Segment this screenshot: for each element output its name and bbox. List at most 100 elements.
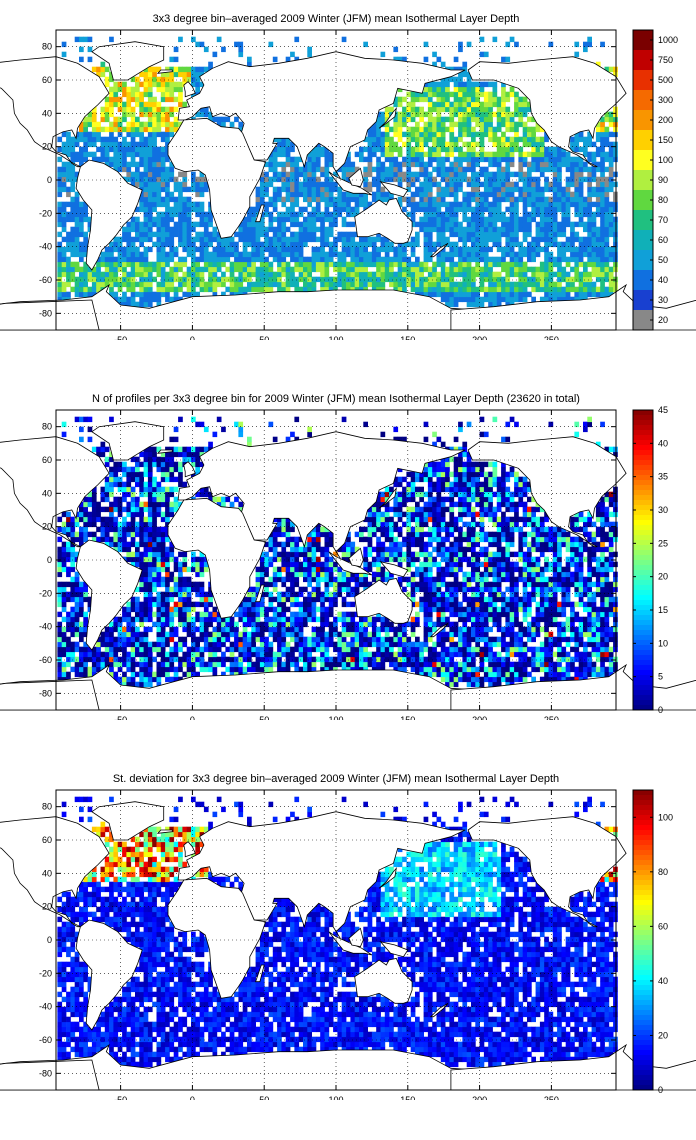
data-bin: [152, 71, 157, 78]
data-bin: [203, 46, 209, 53]
data-bin: [79, 161, 84, 168]
data-bin: [169, 631, 175, 638]
data-bin: [135, 96, 140, 103]
data-bin: [583, 291, 588, 298]
data-bin: [449, 291, 455, 298]
data-bin: [130, 596, 136, 603]
data-bin: [410, 261, 416, 268]
data-bin: [505, 166, 511, 173]
data-bin: [61, 556, 67, 563]
data-bin: [371, 176, 377, 183]
data-bin: [359, 281, 364, 288]
data-bin: [501, 186, 506, 193]
data-bin: [363, 261, 368, 268]
data-bin: [57, 241, 63, 248]
data-bin: [147, 91, 153, 98]
data-bin: [139, 226, 144, 233]
data-bin: [247, 591, 252, 598]
data-bin: [126, 301, 132, 308]
data-bin: [203, 266, 209, 273]
data-bin: [341, 286, 347, 293]
data-bin: [320, 196, 325, 203]
data-bin: [234, 261, 239, 268]
data-bin: [285, 146, 291, 153]
data-bin: [259, 181, 265, 188]
data-bin: [574, 51, 580, 58]
data-bin: [557, 191, 562, 198]
data-bin: [57, 561, 63, 568]
data-bin: [100, 141, 106, 148]
data-bin: [152, 621, 157, 628]
data-bin: [135, 226, 140, 233]
data-bin: [453, 186, 459, 193]
data-bin: [135, 501, 140, 508]
data-bin: [264, 261, 269, 268]
data-bin: [79, 526, 84, 533]
data-bin: [122, 261, 127, 268]
data-bin: [272, 236, 278, 243]
data-bin: [376, 186, 381, 193]
data-bin: [406, 186, 412, 193]
data-bin: [496, 271, 502, 278]
data-bin: [285, 251, 291, 258]
data-bin: [165, 636, 170, 643]
data-bin: [518, 121, 524, 128]
data-bin: [178, 611, 183, 618]
data-bin: [303, 196, 308, 203]
data-bin: [143, 176, 149, 183]
data-bin: [583, 151, 588, 158]
data-bin: [471, 241, 476, 248]
data-bin: [496, 151, 502, 158]
data-bin: [479, 171, 485, 178]
data-bin: [415, 261, 420, 268]
data-bin: [104, 456, 110, 463]
data-bin: [199, 596, 205, 603]
data-bin: [531, 246, 536, 253]
data-bin: [169, 551, 175, 558]
data-bin: [130, 511, 136, 518]
data-bin: [126, 231, 132, 238]
data-bin: [608, 116, 614, 123]
data-bin: [552, 281, 558, 288]
data-bin: [281, 281, 287, 288]
data-bin: [570, 176, 575, 183]
data-bin: [135, 556, 140, 563]
data-bin: [561, 266, 567, 273]
data-bin: [216, 616, 222, 623]
data-bin: [212, 641, 218, 648]
data-bin: [247, 206, 252, 213]
data-bin: [178, 641, 183, 648]
data-bin: [522, 191, 528, 198]
data-bin: [143, 256, 149, 263]
data-bin: [277, 141, 282, 148]
data-bin: [290, 236, 295, 243]
data-bin: [212, 246, 218, 253]
data-bin: [509, 266, 515, 273]
data-bin: [432, 246, 437, 253]
data-bin: [475, 176, 480, 183]
data-bin: [139, 631, 144, 638]
data-bin: [539, 236, 545, 243]
data-bin: [600, 126, 605, 133]
data-bin: [160, 511, 166, 518]
data-bin: [91, 486, 97, 493]
data-bin: [100, 251, 106, 258]
data-bin: [83, 596, 88, 603]
data-bin: [539, 186, 545, 193]
data-bin: [514, 231, 519, 238]
data-bin: [402, 196, 407, 203]
data-bin: [203, 636, 209, 643]
data-bin: [359, 256, 364, 263]
data-bin: [139, 171, 144, 178]
data-bin: [169, 466, 175, 473]
data-bin: [544, 251, 549, 258]
data-bin: [440, 191, 446, 198]
data-bin: [483, 111, 489, 118]
data-bin: [186, 591, 192, 598]
data-bin: [135, 126, 140, 133]
data-bin: [182, 581, 188, 588]
data-bin: [380, 286, 386, 293]
data-bin: [165, 256, 170, 263]
data-bin: [79, 256, 84, 263]
data-bin: [561, 246, 567, 253]
